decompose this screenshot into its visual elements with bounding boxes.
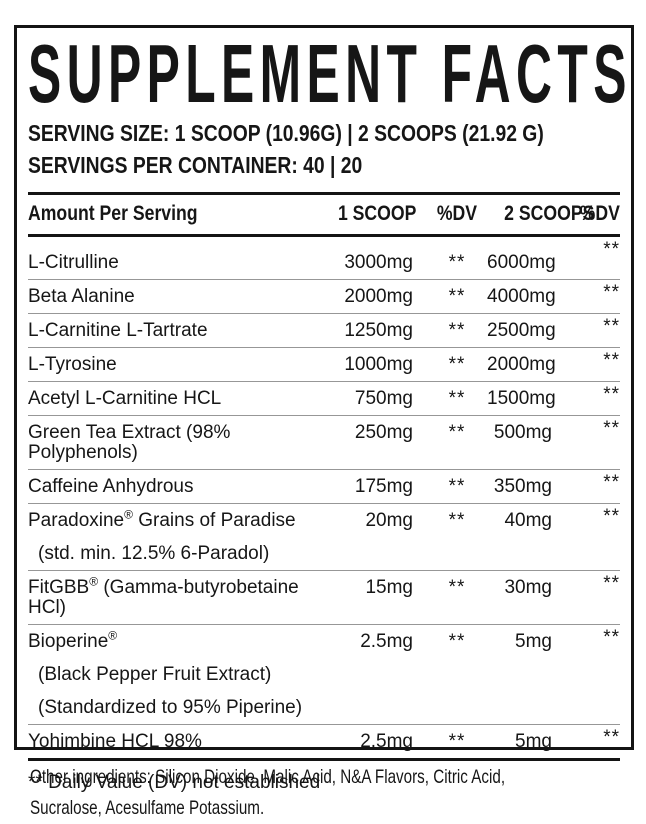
dv-1-scoop: **	[448, 286, 466, 307]
dv-1-scoop: **	[448, 252, 466, 273]
col-2-scoops: 2 SCOOPS	[504, 202, 595, 225]
registered-mark: ®	[108, 628, 118, 643]
dv-1-scoop: **	[448, 354, 466, 375]
dv-1-scoop: **	[448, 476, 466, 497]
rule-below-header	[28, 234, 620, 237]
col-1-scoop: 1 SCOOP	[337, 202, 417, 225]
amount-2-scoops: 5mg	[515, 631, 552, 652]
ingredient-subline: (Black Pepper Fruit Extract)	[38, 664, 272, 685]
panel-title: SUPPLEMENT FACTS	[28, 27, 632, 120]
col-dv-2: %DV	[579, 202, 620, 225]
dv-2-scoops: **	[603, 573, 620, 594]
ingredient-subline: (Standardized to 95% Piperine)	[38, 697, 303, 718]
amount-1-scoop: 250mg	[354, 422, 413, 443]
ingredient-name: Beta Alanine	[28, 286, 135, 307]
dv-1-scoop: **	[448, 388, 466, 409]
table-row: Caffeine Anhydrous 175mg ** 350mg **	[28, 470, 620, 504]
amount-1-scoop: 2000mg	[344, 286, 413, 307]
amount-2-scoops: 30mg	[504, 577, 552, 598]
dv-1-scoop: **	[448, 631, 466, 652]
dv-2-scoops: **	[603, 239, 620, 260]
rule-above-footnote	[28, 758, 620, 761]
ingredient-name: FitGBB® (Gamma-butyrobetaine HCl)	[28, 574, 299, 618]
ingredient-name: Acetyl L-Carnitine HCL	[28, 388, 222, 409]
ingredient-name: Paradoxine® Grains of Paradise	[28, 507, 296, 531]
rule-above-header	[28, 192, 620, 195]
amount-1-scoop: 20mg	[365, 510, 413, 531]
amount-1-scoop: 2.5mg	[360, 631, 413, 652]
table-header-row: Amount Per Serving 1 SCOOP %DV 2 SCOOPS …	[28, 195, 620, 234]
amount-1-scoop: 3000mg	[344, 252, 413, 273]
amount-2-scoops: 1500mg	[487, 388, 556, 409]
ingredient-name: Caffeine Anhydrous	[28, 476, 194, 497]
dv-1-scoop: **	[448, 731, 466, 752]
dv-1-scoop: **	[448, 577, 466, 598]
dv-2-scoops: **	[603, 350, 620, 371]
table-row: Bioperine® 2.5mg ** 5mg ** (Black Pepper…	[28, 625, 620, 725]
col-amount-per-serving: Amount Per Serving	[28, 202, 198, 225]
table-row: Acetyl L-Carnitine HCL 750mg ** 1500mg *…	[28, 382, 620, 416]
amount-2-scoops: 2500mg	[487, 320, 556, 341]
registered-mark: ®	[124, 507, 133, 522]
table-row: Yohimbine HCL 98% 2.5mg ** 5mg **	[28, 725, 620, 758]
serving-size-line: SERVING SIZE: 1 SCOOP (10.96G) | 2 SCOOP…	[28, 120, 544, 146]
ingredient-name: Yohimbine HCL 98%	[28, 731, 202, 752]
other-ingredients: Other ingredients: Silicon Dioxide, Mali…	[30, 762, 630, 824]
amount-2-scoops: 5mg	[515, 731, 552, 752]
supplement-facts-panel: SUPPLEMENT FACTS SERVING SIZE: 1 SCOOP (…	[14, 25, 634, 793]
dv-2-scoops: **	[603, 472, 620, 493]
table-row: L-Tyrosine 1000mg ** 2000mg **	[28, 348, 620, 382]
ingredient-name: L-Tyrosine	[28, 354, 117, 375]
other-ingredients-line-2: Sucralose, Acesulfame Potassium.	[30, 797, 265, 819]
dv-2-scoops: **	[603, 727, 620, 748]
dv-2-scoops: **	[603, 418, 620, 439]
amount-1-scoop: 1000mg	[344, 354, 413, 375]
dv-2-scoops: **	[603, 316, 620, 337]
amount-1-scoop: 750mg	[354, 388, 413, 409]
servings-per-container-line: SERVINGS PER CONTAINER: 40 | 20	[28, 152, 363, 178]
table-row: L-Citrulline 3000mg ** 6000mg **	[28, 237, 620, 280]
dv-2-scoops: **	[603, 282, 620, 303]
ingredient-name: L-Carnitine L-Tartrate	[28, 320, 208, 341]
dv-2-scoops: **	[603, 506, 620, 527]
table-row: Beta Alanine 2000mg ** 4000mg **	[28, 280, 620, 314]
ingredient-name: Bioperine®	[28, 628, 118, 652]
amount-2-scoops: 40mg	[504, 510, 552, 531]
amount-2-scoops: 2000mg	[487, 354, 556, 375]
ingredient-subline: (std. min. 12.5% 6-Paradol)	[38, 543, 270, 564]
registered-mark: ®	[89, 574, 99, 589]
daily-value-footnote: ** Daily Value (DV) not established	[28, 772, 321, 793]
panel-title-wrap: SUPPLEMENT FACTS	[28, 32, 626, 115]
amount-2-scoops: 500mg	[493, 422, 552, 443]
dv-1-scoop: **	[448, 510, 466, 531]
dv-2-scoops: **	[603, 384, 620, 405]
table-row: L-Carnitine L-Tartrate 1250mg ** 2500mg …	[28, 314, 620, 348]
amount-2-scoops: 350mg	[493, 476, 552, 497]
amount-1-scoop: 15mg	[365, 577, 413, 598]
dv-1-scoop: **	[448, 320, 466, 341]
table-row: Green Tea Extract (98% Polyphenols) 250m…	[28, 416, 620, 470]
other-ingredients-line-1: Other ingredients: Silicon Dioxide, Mali…	[30, 766, 506, 788]
table-row: Paradoxine® Grains of Paradise 20mg ** 4…	[28, 504, 620, 571]
dv-2-scoops: **	[603, 627, 620, 648]
amount-2-scoops: 4000mg	[487, 286, 556, 307]
col-dv-1: %DV	[436, 202, 478, 225]
amount-1-scoop: 175mg	[354, 476, 413, 497]
ingredient-table-body: L-Citrulline 3000mg ** 6000mg ** Beta Al…	[28, 237, 620, 758]
amount-2-scoops: 6000mg	[487, 252, 556, 273]
table-row: FitGBB® (Gamma-butyrobetaine HCl) 15mg *…	[28, 571, 620, 625]
ingredient-name: Green Tea Extract (98% Polyphenols)	[28, 422, 231, 463]
amount-1-scoop: 1250mg	[344, 320, 413, 341]
serving-info: SERVING SIZE: 1 SCOOP (10.96G) | 2 SCOOP…	[28, 117, 620, 181]
amount-1-scoop: 2.5mg	[360, 731, 413, 752]
ingredient-name: L-Citrulline	[28, 252, 119, 273]
dv-1-scoop: **	[448, 422, 466, 443]
